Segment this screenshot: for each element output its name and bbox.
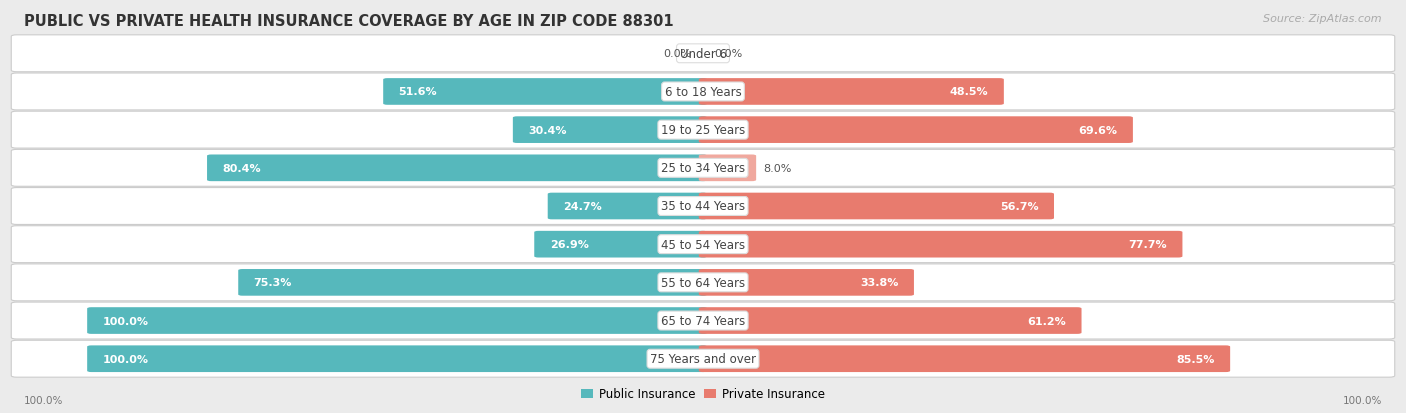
Text: PUBLIC VS PRIVATE HEALTH INSURANCE COVERAGE BY AGE IN ZIP CODE 88301: PUBLIC VS PRIVATE HEALTH INSURANCE COVER…	[24, 14, 673, 29]
FancyBboxPatch shape	[11, 74, 1395, 111]
Text: 48.5%: 48.5%	[950, 87, 988, 97]
Text: 75.3%: 75.3%	[253, 278, 292, 288]
Text: 33.8%: 33.8%	[860, 278, 898, 288]
Text: 6 to 18 Years: 6 to 18 Years	[665, 86, 741, 99]
Text: 56.7%: 56.7%	[1000, 202, 1039, 211]
Text: 100.0%: 100.0%	[103, 316, 149, 326]
FancyBboxPatch shape	[699, 155, 756, 182]
Text: 100.0%: 100.0%	[1343, 395, 1382, 405]
Text: 100.0%: 100.0%	[24, 395, 63, 405]
FancyBboxPatch shape	[11, 226, 1395, 263]
Text: 24.7%: 24.7%	[564, 202, 602, 211]
Text: 25 to 34 Years: 25 to 34 Years	[661, 162, 745, 175]
Legend: Public Insurance, Private Insurance: Public Insurance, Private Insurance	[576, 383, 830, 405]
FancyBboxPatch shape	[699, 193, 1054, 220]
Text: 0.0%: 0.0%	[664, 49, 692, 59]
FancyBboxPatch shape	[87, 307, 707, 334]
Text: 55 to 64 Years: 55 to 64 Years	[661, 276, 745, 289]
FancyBboxPatch shape	[11, 340, 1395, 377]
FancyBboxPatch shape	[11, 112, 1395, 149]
FancyBboxPatch shape	[534, 231, 707, 258]
FancyBboxPatch shape	[513, 117, 707, 144]
Text: 77.7%: 77.7%	[1129, 240, 1167, 249]
Text: 65 to 74 Years: 65 to 74 Years	[661, 314, 745, 327]
FancyBboxPatch shape	[207, 155, 707, 182]
Text: 69.6%: 69.6%	[1078, 125, 1118, 135]
Text: 19 to 25 Years: 19 to 25 Years	[661, 124, 745, 137]
FancyBboxPatch shape	[11, 36, 1395, 73]
Text: 8.0%: 8.0%	[763, 164, 792, 173]
FancyBboxPatch shape	[699, 269, 914, 296]
FancyBboxPatch shape	[699, 117, 1133, 144]
FancyBboxPatch shape	[699, 307, 1081, 334]
FancyBboxPatch shape	[699, 346, 1230, 372]
Text: 35 to 44 Years: 35 to 44 Years	[661, 200, 745, 213]
FancyBboxPatch shape	[11, 302, 1395, 339]
Text: 85.5%: 85.5%	[1177, 354, 1215, 364]
FancyBboxPatch shape	[699, 231, 1182, 258]
Text: 45 to 54 Years: 45 to 54 Years	[661, 238, 745, 251]
Text: 80.4%: 80.4%	[222, 164, 262, 173]
Text: Under 6: Under 6	[679, 47, 727, 61]
FancyBboxPatch shape	[548, 193, 707, 220]
Text: 75 Years and over: 75 Years and over	[650, 352, 756, 366]
Text: 30.4%: 30.4%	[529, 125, 567, 135]
Text: Source: ZipAtlas.com: Source: ZipAtlas.com	[1264, 14, 1382, 24]
FancyBboxPatch shape	[238, 269, 707, 296]
Text: 26.9%: 26.9%	[550, 240, 589, 249]
Text: 51.6%: 51.6%	[399, 87, 437, 97]
FancyBboxPatch shape	[11, 264, 1395, 301]
FancyBboxPatch shape	[11, 150, 1395, 187]
Text: 0.0%: 0.0%	[714, 49, 742, 59]
FancyBboxPatch shape	[87, 346, 707, 372]
FancyBboxPatch shape	[384, 79, 707, 106]
FancyBboxPatch shape	[699, 79, 1004, 106]
FancyBboxPatch shape	[11, 188, 1395, 225]
Text: 61.2%: 61.2%	[1028, 316, 1066, 326]
Text: 100.0%: 100.0%	[103, 354, 149, 364]
